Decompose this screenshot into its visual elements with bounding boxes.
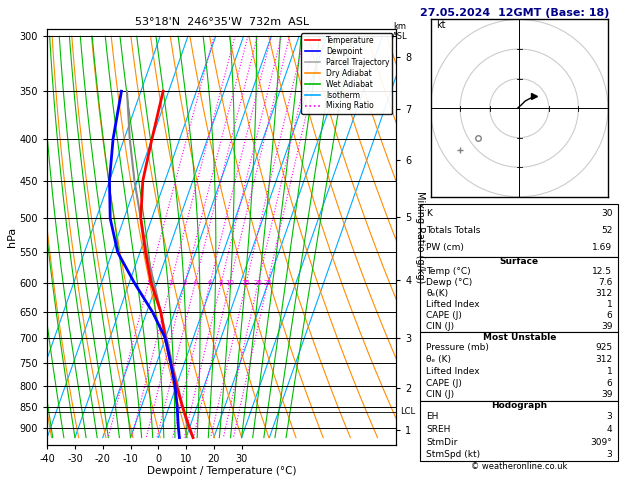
Text: CIN (J): CIN (J) bbox=[426, 322, 454, 331]
Text: kt: kt bbox=[437, 20, 446, 30]
Text: 20: 20 bbox=[253, 280, 262, 286]
Text: km
ASL: km ASL bbox=[392, 22, 407, 41]
Text: θₑ (K): θₑ (K) bbox=[426, 355, 451, 364]
Text: CIN (J): CIN (J) bbox=[426, 390, 454, 399]
Text: Lifted Index: Lifted Index bbox=[426, 367, 480, 376]
Text: 312: 312 bbox=[595, 289, 613, 298]
Text: Surface: Surface bbox=[499, 257, 539, 266]
Text: 30: 30 bbox=[601, 208, 613, 218]
Text: 6: 6 bbox=[606, 311, 613, 320]
Text: StmSpd (kt): StmSpd (kt) bbox=[426, 451, 480, 459]
Text: Pressure (mb): Pressure (mb) bbox=[426, 343, 489, 352]
Text: 12.5: 12.5 bbox=[593, 267, 613, 276]
Title: 53°18'N  246°35'W  732m  ASL: 53°18'N 246°35'W 732m ASL bbox=[135, 17, 309, 27]
Text: 4: 4 bbox=[607, 425, 613, 434]
Text: 39: 39 bbox=[601, 390, 613, 399]
Text: 3: 3 bbox=[606, 451, 613, 459]
Text: StmDir: StmDir bbox=[426, 437, 457, 447]
Text: Totals Totals: Totals Totals bbox=[426, 226, 481, 235]
Y-axis label: hPa: hPa bbox=[7, 227, 17, 247]
Text: 1: 1 bbox=[606, 367, 613, 376]
Text: 27.05.2024  12GMT (Base: 18): 27.05.2024 12GMT (Base: 18) bbox=[420, 8, 610, 18]
Text: 25: 25 bbox=[263, 280, 272, 286]
Text: 1.69: 1.69 bbox=[593, 243, 613, 252]
Text: K: K bbox=[426, 208, 432, 218]
Text: Most Unstable: Most Unstable bbox=[482, 332, 556, 342]
Text: 6: 6 bbox=[606, 379, 613, 387]
Text: 1: 1 bbox=[606, 300, 613, 309]
Text: 309°: 309° bbox=[591, 437, 613, 447]
Text: © weatheronline.co.uk: © weatheronline.co.uk bbox=[471, 462, 567, 471]
Text: Hodograph: Hodograph bbox=[491, 401, 547, 410]
Text: Dewp (°C): Dewp (°C) bbox=[426, 278, 472, 287]
Text: 925: 925 bbox=[595, 343, 613, 352]
Text: 312: 312 bbox=[595, 355, 613, 364]
Text: PW (cm): PW (cm) bbox=[426, 243, 464, 252]
Text: 6: 6 bbox=[208, 280, 212, 286]
Text: Temp (°C): Temp (°C) bbox=[426, 267, 470, 276]
Text: CAPE (J): CAPE (J) bbox=[426, 379, 462, 387]
Bar bbox=[420, 401, 618, 461]
Text: 10: 10 bbox=[225, 280, 234, 286]
Text: EH: EH bbox=[426, 412, 438, 421]
X-axis label: Dewpoint / Temperature (°C): Dewpoint / Temperature (°C) bbox=[147, 467, 296, 476]
Text: 4: 4 bbox=[193, 280, 198, 286]
Bar bbox=[420, 205, 618, 257]
Text: 1: 1 bbox=[146, 280, 150, 286]
Y-axis label: Mixing Ratio (g/kg): Mixing Ratio (g/kg) bbox=[415, 191, 425, 283]
Text: 7.6: 7.6 bbox=[598, 278, 613, 287]
Text: 3: 3 bbox=[606, 412, 613, 421]
Text: LCL: LCL bbox=[401, 407, 416, 416]
Legend: Temperature, Dewpoint, Parcel Trajectory, Dry Adiabat, Wet Adiabat, Isotherm, Mi: Temperature, Dewpoint, Parcel Trajectory… bbox=[301, 33, 392, 114]
Text: 3: 3 bbox=[182, 280, 187, 286]
Bar bbox=[420, 332, 618, 401]
Bar bbox=[420, 257, 618, 332]
Text: SREH: SREH bbox=[426, 425, 450, 434]
Text: 15: 15 bbox=[242, 280, 250, 286]
Text: 8: 8 bbox=[219, 280, 223, 286]
Text: 39: 39 bbox=[601, 322, 613, 331]
Text: 52: 52 bbox=[601, 226, 613, 235]
Text: 2: 2 bbox=[169, 280, 173, 286]
Text: Lifted Index: Lifted Index bbox=[426, 300, 480, 309]
Text: θₑ(K): θₑ(K) bbox=[426, 289, 448, 298]
Text: CAPE (J): CAPE (J) bbox=[426, 311, 462, 320]
